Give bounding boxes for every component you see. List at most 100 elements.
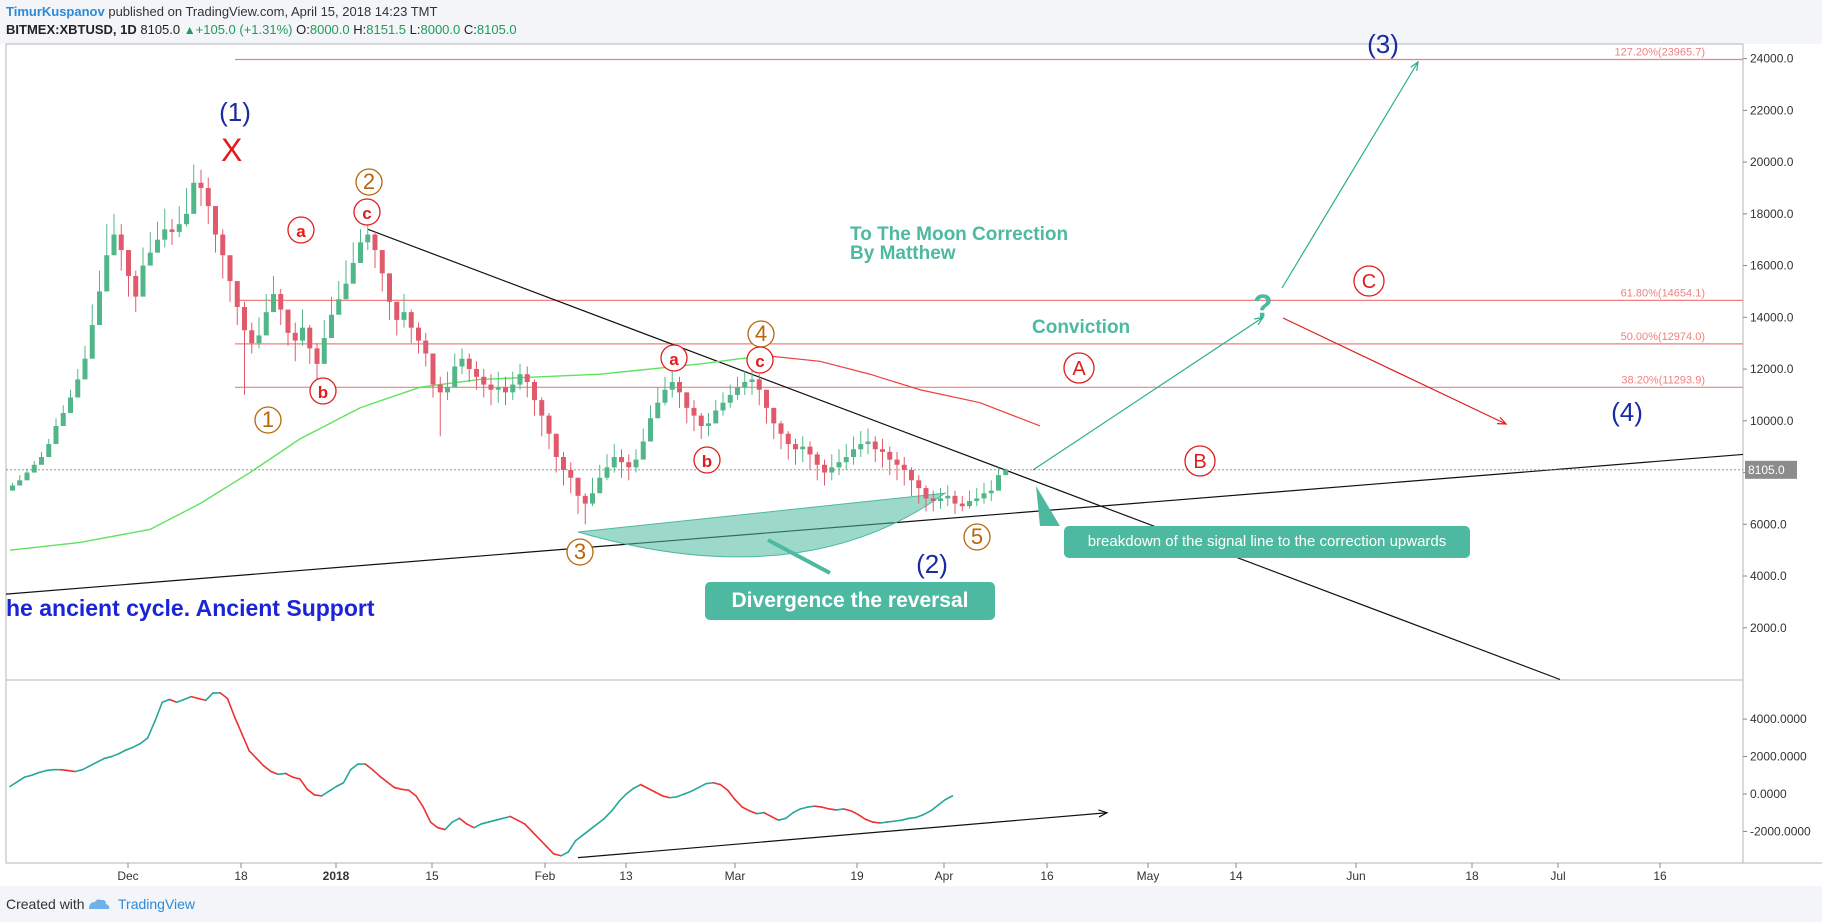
oscillator-segment — [908, 816, 918, 820]
oscillator-segment — [190, 695, 200, 700]
time-tick-label: 18 — [234, 869, 248, 883]
oscillator-segment — [110, 752, 120, 758]
candle-body — [379, 250, 385, 274]
oscillator-segment — [915, 813, 925, 819]
candle-body — [1003, 469, 1009, 476]
candle-body — [894, 459, 900, 465]
oscillator-segment — [871, 821, 881, 824]
oscillator-segment — [175, 698, 185, 704]
wave-label: c — [362, 204, 371, 223]
candle-body — [669, 381, 675, 390]
candle-body — [684, 392, 690, 408]
oscillator-segment — [125, 746, 135, 751]
candle-body — [372, 234, 378, 251]
time-tick-label: 13 — [619, 869, 633, 883]
oscillator-segment — [458, 817, 468, 825]
oscillator-segment — [922, 810, 932, 816]
oscillator-segment — [299, 778, 309, 791]
candle-body — [698, 415, 704, 426]
up-arrow-icon: ▲ — [183, 23, 196, 37]
chart-footer: Created with TradingView — [0, 886, 1822, 922]
author-link[interactable]: TimurKuspanov — [6, 4, 105, 19]
ohlc-open-value: 8000.0 — [309, 22, 350, 37]
candle-body — [466, 358, 472, 370]
candle-body — [568, 469, 574, 478]
oscillator-segment — [937, 798, 947, 807]
candle-body — [452, 366, 458, 388]
oscillator-segment — [183, 695, 193, 701]
oscillator-segment — [639, 783, 649, 790]
price-change: +105.0 (+1.31%) — [195, 22, 293, 37]
time-tick-label: 16 — [1653, 869, 1667, 883]
oscillator-segment — [944, 795, 954, 801]
candle-body — [851, 449, 856, 458]
candle-body — [31, 464, 37, 473]
candle-body — [532, 381, 537, 401]
candle-body — [82, 358, 88, 380]
wave-label: (3) — [1367, 29, 1399, 59]
oscillator-segment — [349, 763, 359, 771]
oscillator-segment — [45, 768, 55, 772]
oscillator-segment — [893, 819, 903, 822]
candle-body — [967, 500, 972, 507]
candle-body — [292, 332, 298, 341]
candle-body — [677, 381, 682, 393]
oscillator-segment — [596, 817, 606, 825]
candle-body — [938, 498, 943, 501]
candle-body — [350, 262, 356, 284]
oscillator-segment — [9, 781, 19, 788]
candle-body — [24, 472, 30, 481]
top-x-marker: X — [221, 132, 242, 168]
oscillator-segment — [879, 821, 889, 824]
candle-body — [481, 376, 487, 385]
ancient-support-label: he ancient cycle. Ancient Support — [6, 595, 375, 621]
candle-body — [945, 495, 951, 499]
wave-label: b — [702, 452, 712, 471]
conviction-label: Conviction — [1032, 317, 1130, 338]
oscillator-segment — [835, 808, 845, 811]
candle-body — [169, 229, 175, 232]
candle-body — [474, 369, 479, 377]
wave-label: (4) — [1611, 397, 1643, 427]
candle-body — [865, 441, 871, 445]
projection-arrow-to-wave-4 — [1282, 317, 1507, 425]
green-ma-line — [9, 355, 771, 551]
oscillator-segment — [168, 698, 178, 704]
candle-body — [198, 182, 204, 188]
fib-level-label: 50.00%(12974.0) — [1621, 331, 1705, 343]
oscillator-segment — [277, 772, 287, 776]
oscillator-segment — [813, 805, 823, 808]
time-axis[interactable]: Dec 18 2018 15 Feb 13 Mar 19 Apr 16 May 14 Jun 18 Jul 1… — [117, 863, 1667, 883]
divergence-callout: Divergence the reversal — [705, 582, 995, 620]
projection-arrows — [577, 60, 1508, 859]
candle-body — [60, 413, 66, 426]
candle-body — [307, 327, 313, 349]
elliott-wave-labels: (1) (2) (3) (4) 1 2 3 4 5 a b c a b c A B C — [219, 29, 1643, 579]
published-text: published on TradingView.com, April 15, … — [108, 4, 438, 19]
oscillator-segment — [516, 819, 526, 825]
oscillator-segment — [313, 794, 323, 797]
candle-body — [691, 407, 697, 416]
candle-body — [648, 418, 653, 442]
oscillator-tick-label: 0.0000 — [1750, 787, 1787, 801]
candle-body — [959, 503, 965, 507]
oscillator-segment — [799, 806, 809, 810]
candle-body — [930, 498, 936, 501]
oscillator-segment — [850, 810, 860, 816]
symbol-info: BITMEX:XBTUSD, 1D 8105.0 ▲+105.0 (+1.31%… — [6, 22, 517, 37]
oscillator-segment — [364, 763, 374, 771]
candle-body — [901, 464, 907, 470]
candle-body — [909, 469, 914, 481]
candle-body — [952, 495, 958, 504]
ohlc-close-label: C: — [463, 22, 477, 37]
candle-body — [75, 379, 81, 398]
candle-body — [771, 407, 777, 424]
oscillator-segment — [400, 788, 410, 792]
tradingview-link[interactable]: TradingView — [118, 896, 196, 912]
oscillator-segment — [842, 808, 852, 812]
oscillator-series — [9, 692, 954, 857]
candle-body — [191, 182, 197, 214]
oscillator-segment — [676, 793, 686, 798]
price-axis[interactable]: 24000.022000.020000.018000.016000.014000… — [6, 52, 1797, 635]
